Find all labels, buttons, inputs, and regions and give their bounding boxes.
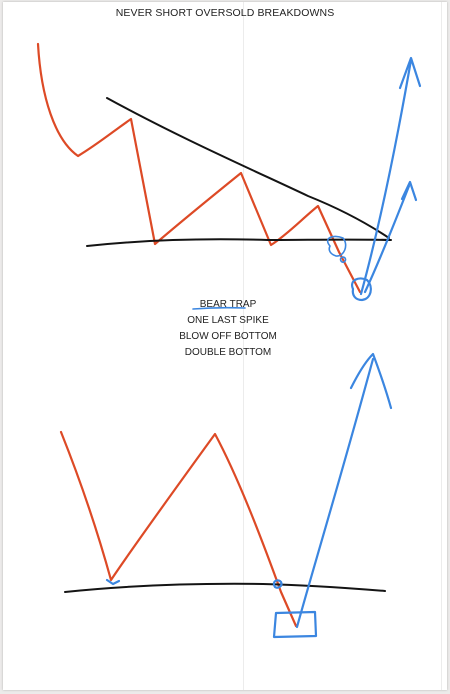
whiteboard-page: NEVER SHORT OVERSOLD BREAKDOWNS BEAR TRA… [3,2,447,690]
bottom-rebound-arrow [295,357,375,629]
top-price-line [36,42,362,294]
bear-trap-underline [192,306,246,310]
bottom-circle [351,277,372,302]
sketch-canvas [36,42,422,639]
vertical-guide-line [243,2,244,690]
bottom-price-line [59,430,298,628]
breakdown-circle [326,235,347,257]
page-title: NEVER SHORT OVERSOLD BREAKDOWNS [115,7,335,19]
top-rebound-arrowhead-tall [398,56,422,90]
first-bottom-mark [105,578,121,586]
bottom-rebound-arrowhead [349,352,393,410]
right-edge-line [441,2,442,690]
support-touch-circle [272,579,283,589]
label-blow-off-bottom: BLOW OFF BOTTOM [179,331,277,342]
top-rebound-arrowhead-short [400,180,418,202]
top-rebound-arrow-short [363,184,411,294]
bottom-support-line [64,582,386,593]
label-bear-trap: BEAR TRAP [199,299,257,310]
top-rebound-arrow-tall [359,58,413,296]
top-resistance-trendline [106,97,390,239]
label-double-bottom: DOUBLE BOTTOM [184,347,272,358]
label-one-last-spike: ONE LAST SPIKE [187,315,269,326]
breakdown-dot [339,256,347,264]
top-support-line [86,238,392,247]
pattern-labels: BEAR TRAP ONE LAST SPIKE BLOW OFF BOTTOM… [103,297,353,361]
